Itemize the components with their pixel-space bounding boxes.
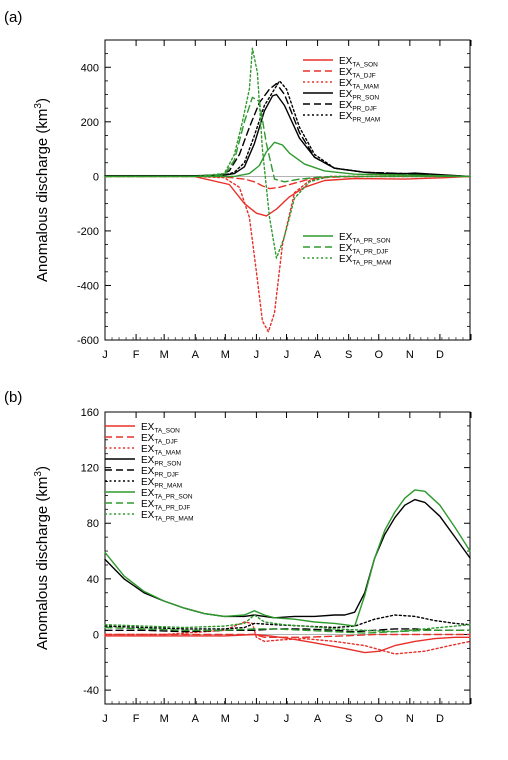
y-tick-label: 0 [93, 629, 99, 641]
panel-b-label: (b) [4, 389, 22, 406]
panel-a-series [104, 47, 471, 333]
legend-entry: EXPR_MAM [339, 111, 380, 124]
x-month-label: M [221, 349, 230, 361]
x-month-label: A [314, 349, 322, 361]
y-tick-label: -200 [77, 226, 99, 238]
legend-entry: EXTA_PR_DJF [339, 243, 388, 256]
x-month-label: J [102, 713, 108, 725]
series-line-pr-son [104, 93, 471, 178]
series-line-pr-djf [104, 82, 471, 178]
series-line-ta-son [104, 175, 471, 217]
x-month-label: D [436, 713, 444, 725]
x-month-label: J [254, 713, 260, 725]
panel-b-ticks: -40 0 40 80 120 160 J F M A M J J A S O N D [81, 407, 472, 725]
series-line-ta-pr-son [104, 489, 471, 627]
x-month-label: S [345, 349, 352, 361]
series-line-ta-pr-mam [104, 614, 471, 633]
series-line-ta-mam [104, 175, 471, 333]
legend-entry: EXPR_SON [339, 89, 379, 102]
y-tick-label: -40 [83, 685, 99, 697]
x-month-label: J [284, 713, 290, 725]
x-month-label: O [374, 349, 383, 361]
series-line-ta-pr-son [104, 141, 471, 178]
legend-entry: EXTA_PR_DJF [141, 499, 190, 512]
series-line-ta-pr-djf [104, 96, 471, 183]
x-month-label: F [133, 349, 140, 361]
legend-entry: EXTA_DJF [141, 433, 178, 446]
y-tick-label: 80 [87, 518, 99, 530]
series-line-ta-djf [104, 633, 471, 638]
y-tick-label: 120 [81, 463, 99, 475]
panel-a-y-axis-label: Anomalous discharge (km3) [33, 98, 51, 282]
panel-b-series [104, 489, 471, 655]
x-month-label: M [221, 713, 230, 725]
panel-a-plot-frame [104, 39, 471, 341]
y-tick-label: 160 [81, 407, 99, 419]
x-month-label: F [133, 713, 140, 725]
y-tick-label: -400 [77, 280, 99, 292]
legend-entry: EXTA_SON [141, 422, 180, 435]
x-month-label: N [406, 713, 414, 725]
y-tick-label: 0 [93, 171, 99, 183]
legend-entry: EXTA_DJF [339, 67, 376, 80]
legend-entry: EXTA_PR_SON [339, 232, 391, 245]
panel-b-legend: EXTA_SONEXTA_DJFEXTA_MAMEXPR_SONEXPR_DJF… [105, 422, 194, 523]
series-line-ta-djf [104, 175, 471, 190]
x-month-label: A [314, 713, 322, 725]
y-tick-label: 40 [87, 574, 99, 586]
series-line-ta-mam [104, 621, 471, 655]
series-line-pr-mam [104, 614, 471, 630]
panel-a-legend: EXTA_SONEXTA_DJFEXTA_MAMEXPR_SONEXPR_DJF… [303, 56, 392, 267]
legend-entry: EXTA_PR_MAM [339, 254, 392, 267]
x-month-label: M [160, 349, 169, 361]
y-tick-label: 200 [81, 117, 99, 129]
series-line-ta-son [104, 633, 471, 654]
legend-entry: EXTA_PR_MAM [141, 510, 194, 523]
x-month-label: O [374, 713, 383, 725]
legend-entry: EXPR_DJF [339, 100, 377, 113]
legend-entry: EXPR_MAM [141, 477, 182, 490]
x-month-label: M [160, 713, 169, 725]
x-month-label: J [102, 349, 108, 361]
x-month-label: J [254, 349, 260, 361]
series-line-ta-pr-mam [104, 47, 471, 259]
legend-entry: EXPR_SON [141, 455, 181, 468]
y-tick-label: -600 [77, 335, 99, 347]
legend-entry: EXTA_PR_SON [141, 488, 193, 501]
x-month-label: N [406, 349, 414, 361]
legend-entry: EXPR_DJF [141, 466, 179, 479]
x-month-label: D [436, 349, 444, 361]
series-line-pr-mam [104, 80, 471, 178]
x-month-label: A [192, 713, 200, 725]
x-month-label: A [192, 349, 200, 361]
legend-entry: EXTA_SON [339, 56, 378, 69]
y-tick-label: 400 [81, 62, 99, 74]
series-line-ta-pr-djf [104, 626, 471, 634]
x-month-label: J [284, 349, 290, 361]
legend-entry: EXTA_MAM [141, 444, 181, 457]
panel-a-label: (a) [4, 9, 22, 26]
legend-entry: EXTA_MAM [339, 78, 379, 91]
panel-a: (a) -600 -400 -200 0 200 400 J F M A M J J A S O N D EXTA… [4, 9, 472, 361]
x-month-label: S [345, 713, 352, 725]
panel-b-y-axis-label: Anomalous discharge (km3) [33, 466, 51, 650]
